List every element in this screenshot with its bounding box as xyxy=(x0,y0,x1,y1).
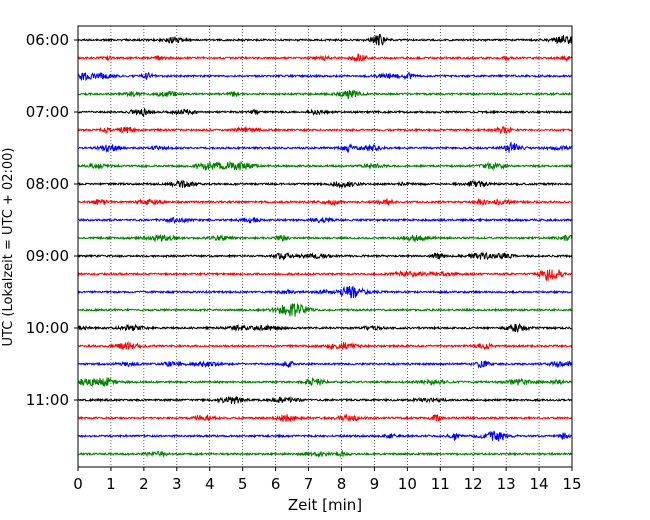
y-tick-label: 10:00 xyxy=(26,319,69,337)
x-tick-label: 11 xyxy=(431,475,450,493)
seismic-trace xyxy=(77,251,573,262)
seismic-trace xyxy=(77,449,573,458)
x-tick-label: 15 xyxy=(562,475,581,493)
seismic-trace xyxy=(77,216,573,225)
seismic-trace xyxy=(77,323,573,333)
x-tick-label: 8 xyxy=(337,475,347,493)
x-tick-label: 7 xyxy=(304,475,314,493)
seismic-trace xyxy=(77,125,573,135)
x-tick-label: 6 xyxy=(271,475,281,493)
x-tick-label: 0 xyxy=(73,475,83,493)
x-tick-label: 14 xyxy=(530,475,549,493)
y-tick-label: 09:00 xyxy=(26,247,69,265)
seismic-trace xyxy=(77,34,573,46)
seismic-trace xyxy=(77,430,573,442)
x-axis-label: Zeit [min] xyxy=(288,496,362,514)
seismic-trace xyxy=(77,141,573,154)
seismic-trace xyxy=(77,179,573,189)
x-tick-label: 13 xyxy=(497,475,516,493)
seismic-trace xyxy=(77,107,573,118)
seismic-trace xyxy=(77,285,573,299)
seismic-trace xyxy=(77,303,573,317)
y-axis-label: UTC (Lokalzeit = UTC + 02:00) xyxy=(1,148,16,347)
x-axis-ticks: 0 1 2 3 4 5 6 7 8 9 10 11 12 13 14 15 xyxy=(73,467,582,493)
y-tick-label: 07:00 xyxy=(26,103,69,121)
x-tick-label: 1 xyxy=(106,475,116,493)
seismic-trace xyxy=(77,376,573,388)
x-tick-label: 3 xyxy=(172,475,182,493)
x-tick-label: 12 xyxy=(464,475,483,493)
y-tick-label: 06:00 xyxy=(26,31,69,49)
x-tick-label: 2 xyxy=(139,475,149,493)
seismic-trace xyxy=(77,160,573,171)
plot-area-frame xyxy=(77,25,573,468)
seismic-trace xyxy=(77,360,573,369)
y-tick-label: 11:00 xyxy=(26,391,69,409)
seismic-trace xyxy=(77,89,573,100)
seismic-trace xyxy=(77,340,573,351)
x-tick-label: 10 xyxy=(398,475,417,493)
x-tick-label: 5 xyxy=(238,475,248,493)
seismic-trace xyxy=(77,197,573,207)
seismic-trace xyxy=(77,413,573,423)
seismic-trace xyxy=(77,268,573,282)
y-tick-label: 08:00 xyxy=(26,175,69,193)
x-tick-label: 4 xyxy=(205,475,215,493)
seismic-trace xyxy=(77,233,573,243)
y-axis-ticks: 06:00 07:00 08:00 09:00 10:00 11:00 xyxy=(26,31,78,409)
seismic-trace xyxy=(77,71,573,82)
seismic-trace xyxy=(77,53,573,63)
seismic-traces xyxy=(77,34,573,458)
x-tick-label: 9 xyxy=(370,475,380,493)
seismic-trace xyxy=(77,395,573,404)
